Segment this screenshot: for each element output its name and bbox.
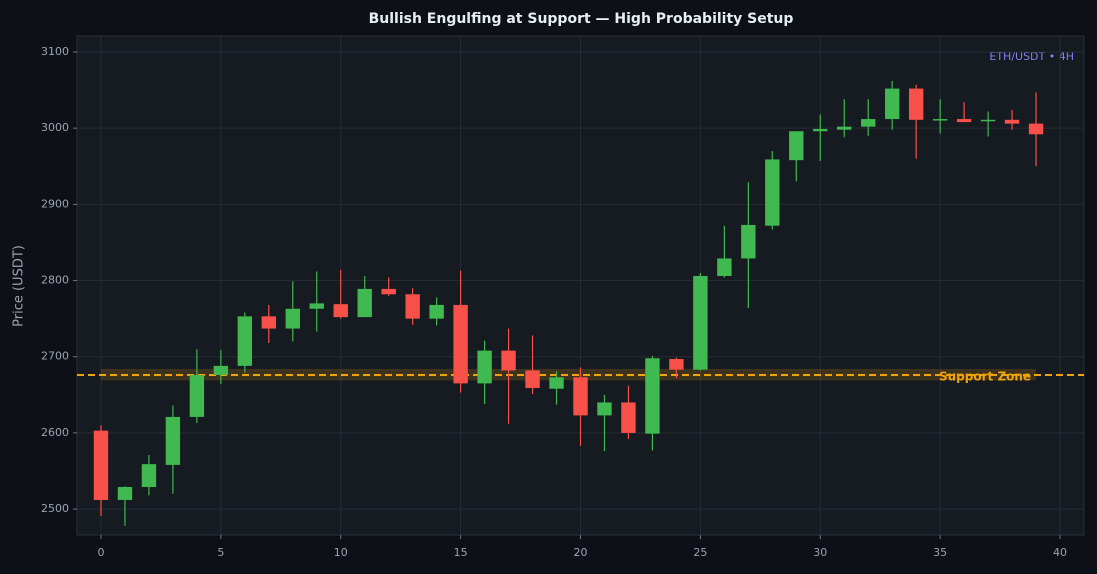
candle-body xyxy=(693,275,708,370)
y-tick-label: 2600 xyxy=(41,426,69,439)
candle-body xyxy=(141,464,157,488)
candle-body xyxy=(597,402,612,416)
candle-body xyxy=(717,258,732,276)
candle-body xyxy=(93,430,109,500)
candle-body xyxy=(453,304,468,384)
y-tick-label: 2800 xyxy=(41,274,69,287)
x-tick-label: 30 xyxy=(813,546,827,559)
x-tick-label: 40 xyxy=(1053,546,1067,559)
x-tick-label: 15 xyxy=(454,546,468,559)
y-tick-label: 3000 xyxy=(41,121,69,134)
x-tick-label: 0 xyxy=(97,546,104,559)
candle-body xyxy=(980,119,996,122)
candle-body xyxy=(956,119,972,123)
candle-body xyxy=(285,308,300,329)
x-tick-label: 5 xyxy=(217,546,224,559)
candle-body xyxy=(381,288,396,295)
candle-body xyxy=(525,370,540,388)
candle-body xyxy=(645,358,660,434)
candle-body xyxy=(741,224,756,259)
candle-body xyxy=(333,304,348,318)
y-tick-label: 2700 xyxy=(41,350,69,363)
candle-body xyxy=(573,377,588,416)
candle-body xyxy=(429,304,444,319)
candle-body xyxy=(261,316,277,329)
candle-body xyxy=(669,359,684,370)
y-tick-label: 2900 xyxy=(41,197,69,210)
candle-body xyxy=(405,294,420,319)
annotation: ETH/USDT • 4H xyxy=(989,50,1074,63)
candle-body xyxy=(765,159,780,226)
candle-body xyxy=(357,288,372,318)
candle-body xyxy=(789,131,804,161)
candle-body xyxy=(837,126,852,130)
y-tick-label: 2500 xyxy=(41,502,69,515)
candle-body xyxy=(213,365,229,376)
support-zone xyxy=(100,368,1037,381)
candle-body xyxy=(237,316,253,366)
x-tick-label: 10 xyxy=(334,546,348,559)
candle-body xyxy=(165,416,181,465)
candle-body xyxy=(621,402,636,433)
candle-body xyxy=(477,350,492,384)
y-tick-label: 3100 xyxy=(41,45,69,58)
x-tick-label: 20 xyxy=(574,546,588,559)
candle-body xyxy=(117,487,133,500)
chart-title: Bullish Engulfing at Support — High Prob… xyxy=(369,11,794,27)
candle-body xyxy=(189,375,205,417)
candle-body xyxy=(501,350,516,371)
x-tick-label: 35 xyxy=(933,546,947,559)
candle-body xyxy=(932,119,948,121)
candle-body xyxy=(908,88,924,120)
x-tick-label: 25 xyxy=(693,546,707,559)
candle-body xyxy=(861,119,876,127)
y-axis-label: Price (USDT) xyxy=(12,245,27,327)
candle-body xyxy=(549,377,564,389)
candle-body xyxy=(309,303,324,309)
support-label: Support Zone xyxy=(939,370,1031,384)
candle-body xyxy=(813,128,828,132)
candle-body xyxy=(1028,123,1044,135)
candle-body xyxy=(1004,119,1020,124)
candle-body xyxy=(884,88,900,120)
